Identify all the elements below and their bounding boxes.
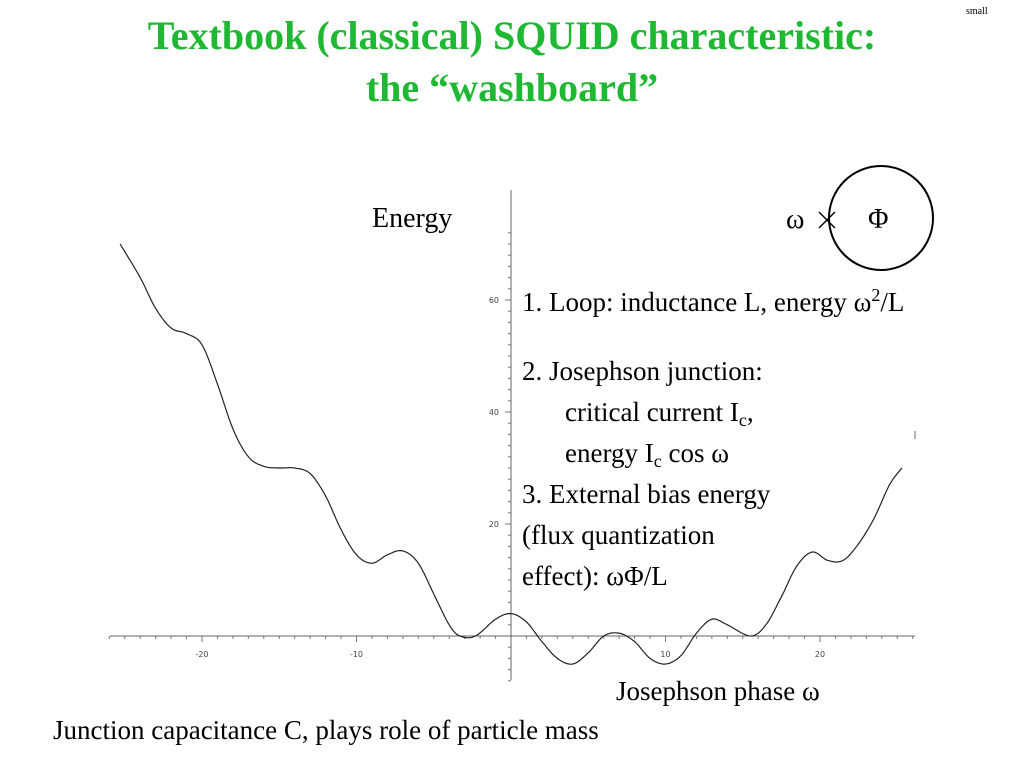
plot-ticks: -20 -10 10 20 20 40 60 [108, 232, 914, 682]
slide-title: Textbook (classical) SQUID characteristi… [0, 10, 1024, 114]
junction-line-1: 2. Josephson junction: [522, 356, 763, 386]
y-tick-label: 40 [489, 408, 499, 417]
y-tick-label: 20 [489, 520, 499, 529]
squid-phase-symbol: ω [786, 204, 805, 235]
bias-item: 3. External bias energy (flux quantizati… [522, 474, 770, 597]
corner-tag: small [966, 6, 988, 17]
loop-text-end: /L [880, 287, 905, 317]
junction-line-2: critical current Ic, [565, 397, 754, 430]
loop-text: 1. Loop: inductance L, energy ω [522, 287, 872, 317]
y-tick-label: 60 [489, 296, 499, 305]
title-line-1: Textbook (classical) SQUID characteristi… [147, 13, 877, 58]
washboard-curve [119, 243, 903, 665]
plot-axes [110, 190, 916, 680]
x-tick-label: -10 [350, 650, 363, 659]
squid-flux-symbol: Φ [868, 204, 889, 235]
bias-line-1: 3. External bias energy [522, 479, 771, 509]
x-axis-label: Josephson phase ω [616, 676, 820, 706]
junction-cross-stroke-2 [818, 211, 836, 229]
x-tick-label: 10 [660, 650, 670, 659]
y-axis-label: Energy [372, 203, 453, 234]
junction-item: 2. Josephson junction: critical current … [522, 351, 763, 474]
capacitance-note: Junction capacitance C, plays role of pa… [53, 715, 599, 745]
loop-superscript: 2 [871, 285, 881, 305]
bias-line-2: (flux quantization [522, 520, 715, 550]
loop-item: 1. Loop: inductance L, energy ω2/L [522, 282, 904, 323]
x-tick-label: 20 [815, 650, 825, 659]
junction-line-3: energy Ic cos ω [565, 438, 729, 471]
bias-line-3: effect): ωΦ/L [522, 561, 668, 591]
x-tick-label: -20 [195, 650, 208, 659]
title-line-2: the “washboard” [365, 65, 659, 110]
